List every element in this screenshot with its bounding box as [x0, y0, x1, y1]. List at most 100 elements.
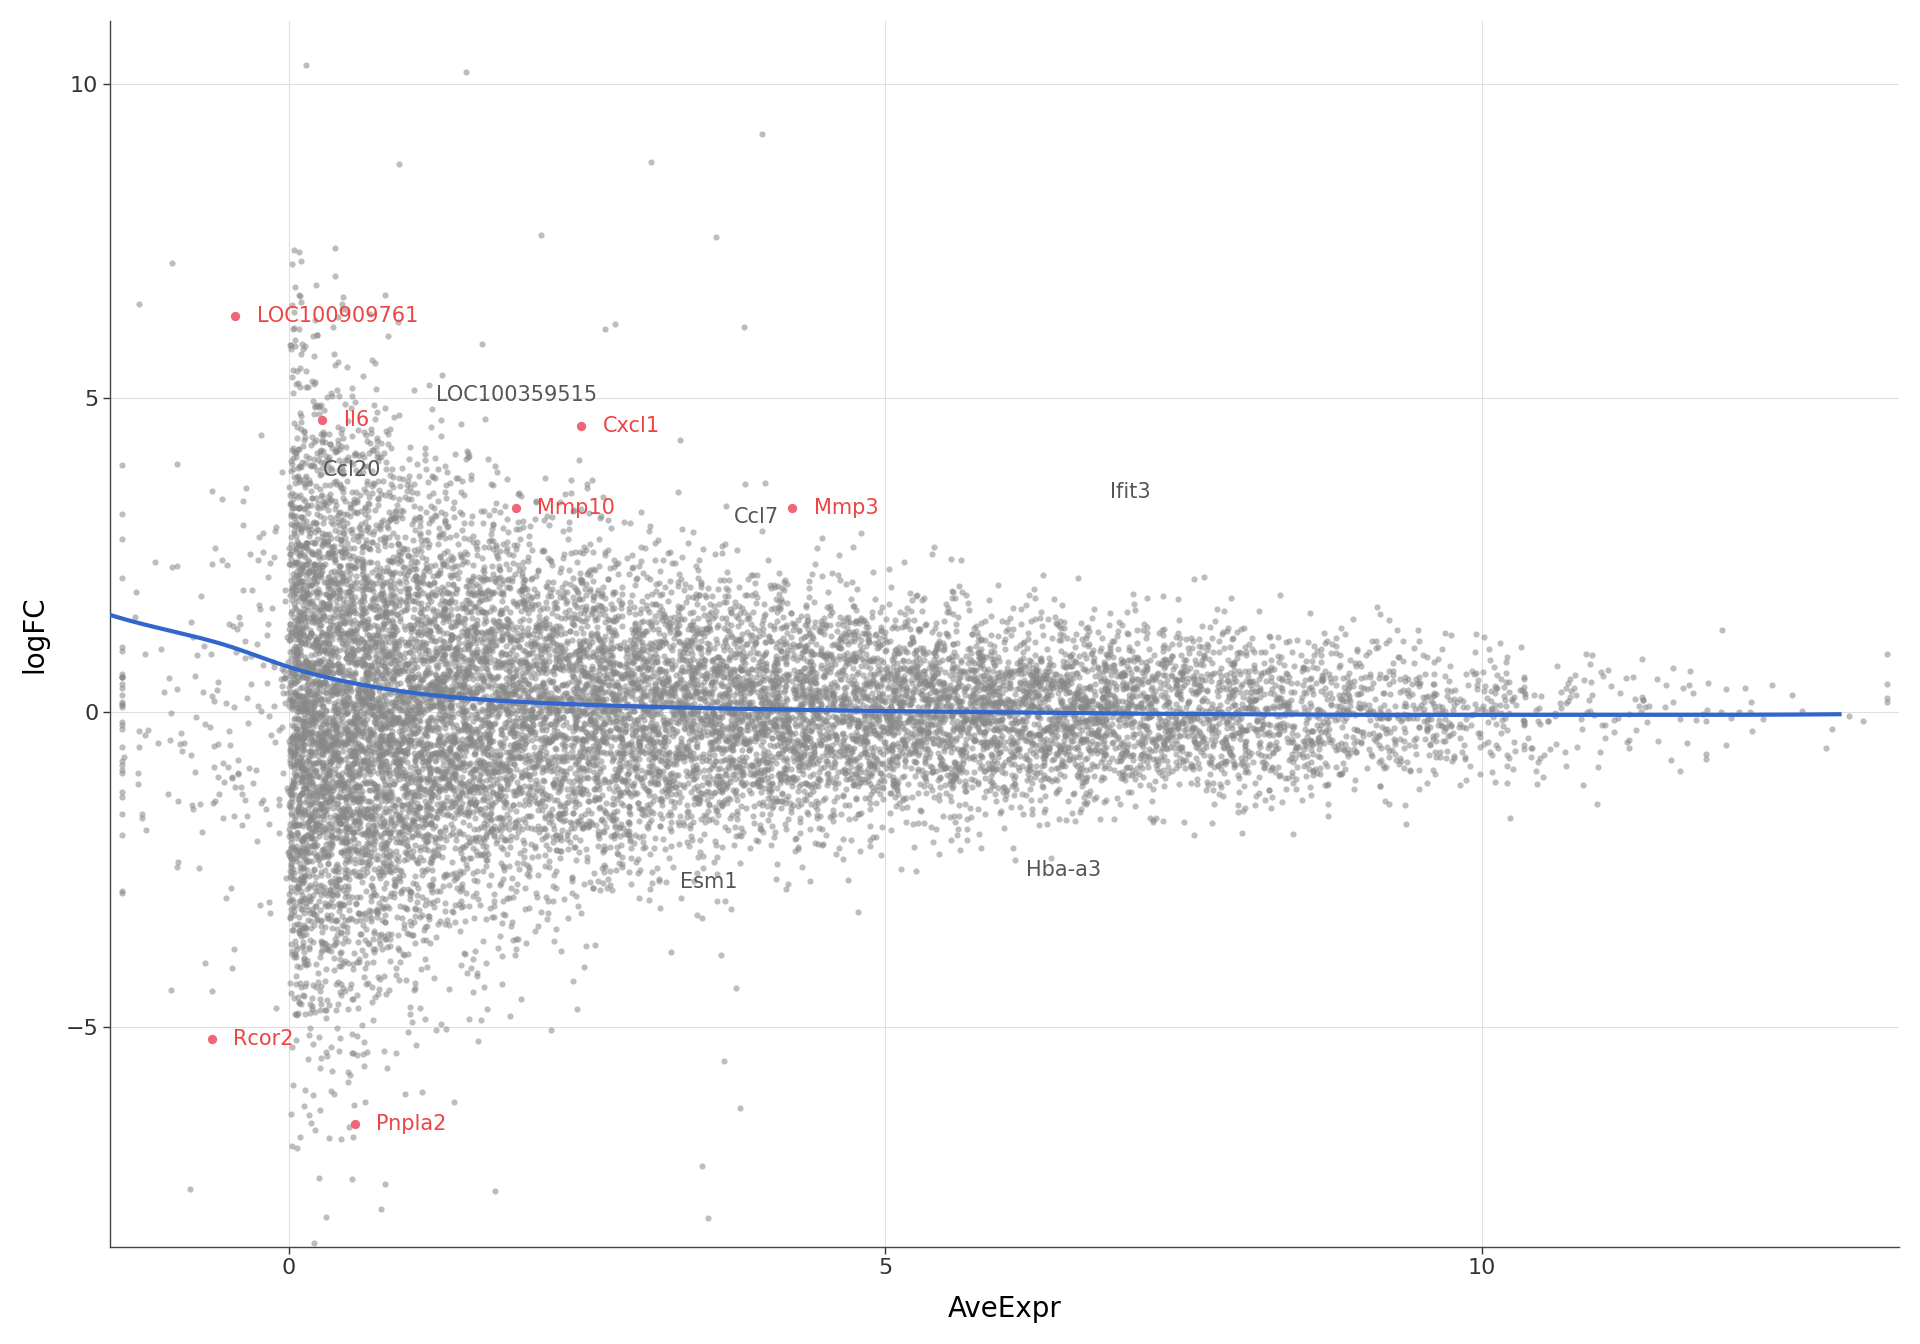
Point — [323, 433, 353, 454]
Point — [280, 587, 311, 609]
Point — [319, 933, 349, 954]
Point — [726, 659, 756, 680]
Point — [516, 665, 547, 687]
Point — [303, 652, 334, 673]
Point — [1465, 723, 1496, 745]
Point — [662, 481, 693, 503]
Point — [597, 765, 628, 786]
Point — [676, 763, 707, 785]
Point — [605, 711, 636, 732]
Point — [380, 590, 411, 612]
Point — [1388, 679, 1419, 700]
Point — [476, 775, 507, 797]
Point — [286, 835, 317, 856]
Point — [588, 642, 618, 664]
Point — [582, 738, 612, 759]
Point — [309, 841, 340, 863]
Point — [970, 761, 1000, 782]
Point — [1263, 723, 1294, 745]
Point — [511, 672, 541, 694]
Point — [399, 749, 430, 770]
Point — [449, 716, 480, 738]
Point — [434, 698, 465, 719]
Point — [386, 741, 417, 762]
Point — [741, 707, 772, 728]
Point — [484, 558, 515, 579]
Point — [833, 633, 864, 655]
Point — [685, 789, 716, 810]
Point — [668, 743, 699, 765]
Point — [419, 555, 449, 577]
Point — [399, 722, 430, 743]
Point — [785, 753, 816, 774]
Point — [305, 704, 336, 726]
Point — [290, 473, 321, 495]
Point — [864, 742, 895, 763]
Point — [484, 743, 515, 765]
Point — [348, 688, 378, 710]
Point — [860, 589, 891, 610]
Point — [1221, 642, 1252, 664]
Point — [787, 671, 818, 692]
Point — [321, 723, 351, 745]
Point — [1031, 718, 1062, 739]
Point — [355, 657, 386, 679]
Point — [634, 703, 664, 724]
Point — [866, 844, 897, 866]
Point — [1225, 716, 1256, 738]
Point — [739, 573, 770, 594]
Point — [303, 794, 334, 816]
Point — [459, 646, 490, 668]
Point — [520, 628, 551, 649]
Point — [480, 792, 511, 813]
Point — [420, 637, 451, 659]
Point — [881, 747, 912, 769]
Point — [321, 999, 351, 1020]
Point — [445, 501, 476, 523]
Point — [532, 505, 563, 527]
Point — [401, 792, 432, 813]
Point — [760, 714, 791, 735]
Point — [1154, 696, 1185, 718]
Point — [647, 710, 678, 731]
Point — [1313, 728, 1344, 750]
Point — [607, 583, 637, 605]
Point — [781, 687, 812, 708]
Point — [580, 624, 611, 645]
Point — [463, 601, 493, 622]
Point — [332, 663, 363, 684]
Point — [286, 728, 317, 750]
Point — [311, 778, 342, 800]
Point — [605, 727, 636, 749]
Point — [526, 696, 557, 718]
Point — [332, 723, 363, 745]
Point — [939, 633, 970, 655]
Point — [1152, 728, 1183, 750]
Point — [1023, 691, 1054, 712]
Point — [973, 758, 1004, 780]
Point — [747, 618, 778, 640]
Point — [728, 677, 758, 699]
Point — [649, 769, 680, 790]
Point — [1206, 680, 1236, 702]
Point — [804, 640, 835, 661]
Point — [457, 642, 488, 664]
Point — [749, 719, 780, 741]
Point — [1031, 661, 1062, 683]
Point — [799, 706, 829, 727]
Point — [668, 746, 699, 767]
Point — [643, 671, 674, 692]
Point — [1089, 792, 1119, 813]
Point — [760, 695, 791, 716]
Point — [353, 720, 384, 742]
Point — [1626, 700, 1657, 722]
Point — [806, 637, 837, 659]
Point — [336, 641, 367, 663]
Point — [430, 863, 461, 884]
Point — [864, 771, 895, 793]
Point — [420, 794, 451, 816]
Point — [296, 696, 326, 718]
Point — [1194, 763, 1225, 785]
Point — [196, 480, 227, 501]
Point — [401, 796, 432, 817]
